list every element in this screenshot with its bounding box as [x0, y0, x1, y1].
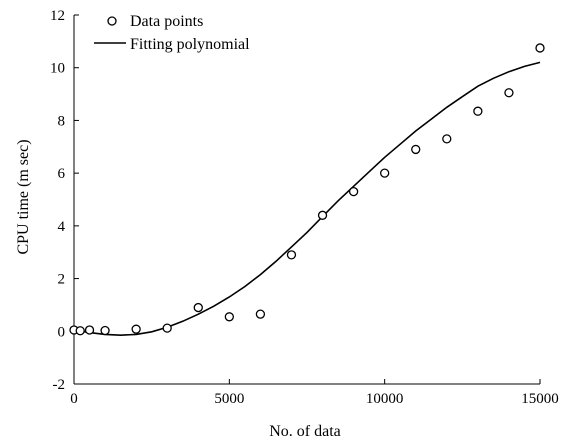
data-point [84, 325, 95, 335]
y-tick-label: -2 [53, 377, 66, 393]
data-point [317, 210, 328, 220]
legend-label-fitting-polynomial: Fitting polynomial [130, 36, 250, 53]
data-point [411, 144, 421, 155]
y-tick-label: 0 [58, 324, 66, 340]
x-tick-label: 5000 [214, 391, 244, 407]
data-point [193, 302, 203, 313]
data-point [442, 134, 452, 144]
legend-label-data-points: Data points [130, 13, 203, 30]
y-tick-label: 6 [58, 166, 66, 182]
y-tick-label: 4 [58, 219, 66, 235]
legend-marker-data-points [107, 16, 117, 26]
y-tick-label: 8 [58, 113, 66, 129]
data-point [535, 43, 545, 53]
y-tick-label: 2 [58, 272, 66, 288]
data-point [100, 325, 110, 336]
data-point [224, 312, 234, 322]
data-point [504, 88, 514, 98]
axes [73, 15, 540, 385]
data-point [473, 106, 483, 116]
data-point [380, 168, 390, 178]
data-point [286, 250, 297, 260]
data-point [131, 324, 141, 334]
legend [94, 16, 126, 44]
x-tick-label: 10000 [366, 391, 404, 407]
fitting-polynomial-line [73, 61, 541, 337]
y-axis-label: CPU time (m sec) [15, 139, 32, 254]
fitting-polynomial-series [73, 61, 541, 337]
x-tick-label: 15000 [521, 391, 559, 407]
x-tick-label: 0 [70, 391, 78, 407]
data-point [75, 326, 85, 336]
data-points-series [69, 43, 545, 336]
x-axis-label: No. of data [269, 423, 341, 440]
data-point [162, 323, 172, 333]
y-tick-label: 12 [50, 8, 65, 24]
data-point [348, 186, 359, 197]
y-tick-label: 10 [50, 61, 65, 77]
data-point [255, 309, 266, 319]
